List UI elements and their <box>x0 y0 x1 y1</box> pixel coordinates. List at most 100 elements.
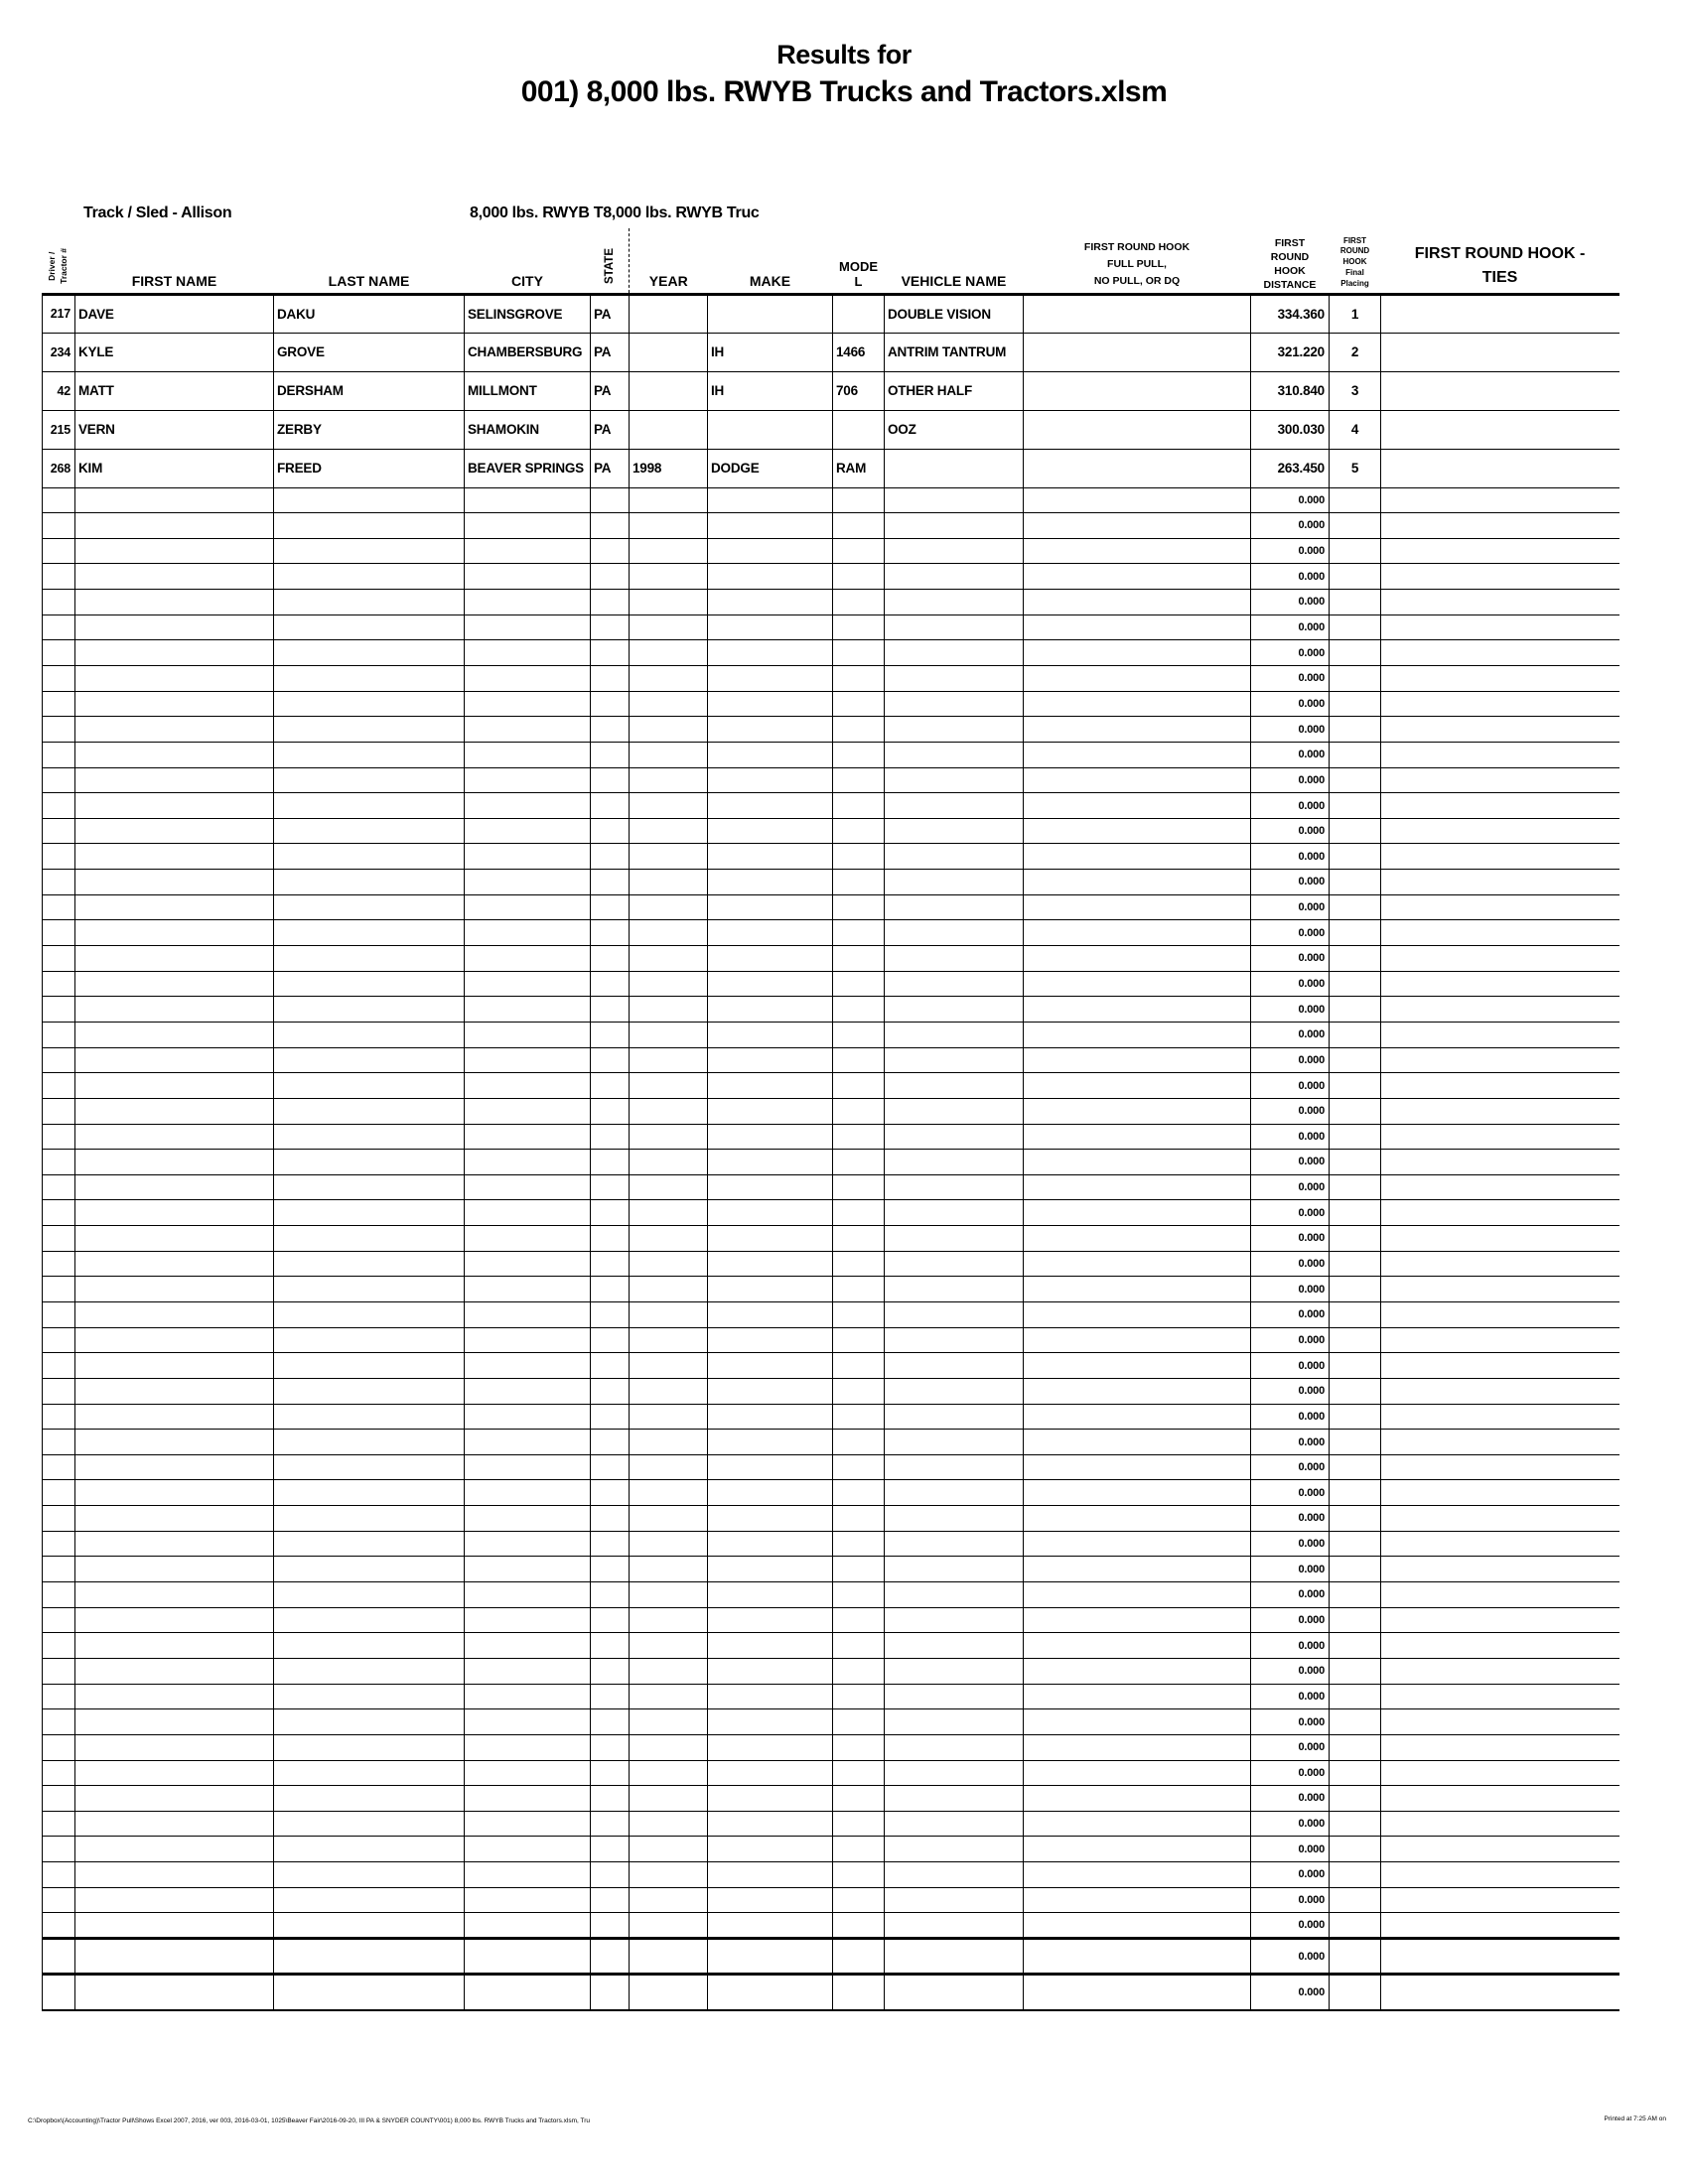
cell-first <box>74 1149 274 1175</box>
cell-vehicle <box>884 1403 1024 1431</box>
column-header-model: MODEL <box>832 228 885 296</box>
cell-make: IH <box>707 370 833 411</box>
cell-fullpull <box>1023 1759 1251 1787</box>
cell-ties <box>1380 1377 1619 1405</box>
cell-vehicle: DOUBLE VISION <box>884 293 1024 334</box>
cell-distance: 0.000 <box>1250 1886 1330 1914</box>
cell-fullpull <box>1023 1810 1251 1838</box>
cell-placing: 5 <box>1329 448 1381 488</box>
cell-first <box>74 589 274 615</box>
cell-fullpull <box>1023 893 1251 921</box>
cell-placing <box>1329 893 1381 921</box>
cell-year <box>629 1276 708 1302</box>
column-header-first-name: FIRST NAME <box>74 228 274 296</box>
cell-driver <box>42 766 75 794</box>
cell-distance: 0.000 <box>1250 664 1330 692</box>
cell-first <box>74 1708 274 1735</box>
column-header-make: MAKE <box>707 228 833 296</box>
column-header-city: CITY <box>464 228 591 296</box>
cell-make <box>707 1352 833 1379</box>
cell-placing <box>1329 1276 1381 1302</box>
cell-state <box>590 1886 630 1914</box>
cell-driver <box>42 1097 75 1125</box>
cell-ties <box>1380 1759 1619 1787</box>
cell-ties <box>1380 664 1619 692</box>
cell-distance: 0.000 <box>1250 843 1330 871</box>
empty-result-row: 0.000 <box>42 1912 1619 1940</box>
cell-driver <box>42 1708 75 1735</box>
cell-vehicle: OOZ <box>884 409 1024 450</box>
cell-model <box>832 1657 885 1685</box>
column-header-driver-number: Driver / Tractor # <box>42 228 75 296</box>
empty-result-row: 0.000 <box>42 996 1619 1023</box>
weight-class-label: 8,000 lbs. RWYB T8,000 lbs. RWYB Truc <box>470 205 760 221</box>
cell-state <box>590 1225 630 1252</box>
cell-vehicle <box>884 1149 1024 1175</box>
cell-make <box>707 1225 833 1252</box>
cell-last <box>273 893 465 921</box>
cell-make: DODGE <box>707 448 833 488</box>
cell-model <box>832 945 885 972</box>
cell-placing <box>1329 614 1381 641</box>
cell-ties <box>1380 1021 1619 1048</box>
empty-result-row: 0.000 <box>42 1173 1619 1201</box>
cell-fullpull <box>1023 970 1251 998</box>
cell-first: KYLE <box>74 332 274 372</box>
empty-result-row: 0.000 <box>42 945 1619 972</box>
cell-fullpull <box>1023 1683 1251 1710</box>
cell-ties <box>1380 919 1619 947</box>
cell-driver <box>42 1276 75 1302</box>
cell-year <box>629 766 708 794</box>
cell-last <box>273 1199 465 1227</box>
cell-model <box>832 1912 885 1940</box>
cell-ties <box>1380 1479 1619 1507</box>
cell-model <box>832 1861 885 1888</box>
cell-year <box>629 716 708 743</box>
cell-city <box>464 537 591 565</box>
cell-state <box>590 486 630 514</box>
cell-vehicle <box>884 766 1024 794</box>
cell-year <box>629 293 708 334</box>
cell-distance: 0.000 <box>1250 1581 1330 1608</box>
cell-driver <box>42 537 75 565</box>
result-row: 217 DAVE DAKU SELINSGROVE PA DOUBLE VISION 334… <box>42 293 1619 334</box>
cell-make <box>707 869 833 895</box>
cell-make <box>707 1733 833 1761</box>
cell-make <box>707 1708 833 1735</box>
cell-city <box>464 1453 591 1481</box>
cell-fullpull <box>1023 1733 1251 1761</box>
cell-year <box>629 741 708 768</box>
cell-distance: 0.000 <box>1250 1072 1330 1099</box>
cell-last: FREED <box>273 448 465 488</box>
cell-vehicle <box>884 537 1024 565</box>
cell-first <box>74 1429 274 1455</box>
cell-city <box>464 1046 591 1074</box>
cell-first <box>74 1581 274 1608</box>
cell-city <box>464 1708 591 1735</box>
result-row: 268 KIM FREED BEAVER SPRINGS PA 1998 DODGE RAM 2… <box>42 448 1619 488</box>
cell-vehicle <box>884 1301 1024 1328</box>
cell-ties <box>1380 996 1619 1023</box>
cell-vehicle <box>884 1973 1024 2011</box>
cell-model <box>832 1123 885 1151</box>
cell-city: SHAMOKIN <box>464 409 591 450</box>
cell-ties <box>1380 893 1619 921</box>
cell-model <box>832 1556 885 1583</box>
empty-result-row: 0.000 <box>42 1556 1619 1583</box>
cell-fullpull <box>1023 1606 1251 1634</box>
cell-last <box>273 741 465 768</box>
cell-distance: 300.030 <box>1250 409 1330 450</box>
cell-city <box>464 996 591 1023</box>
column-header-full-pull: FIRST ROUND HOOK FULL PULL, NO PULL, OR … <box>1023 228 1251 296</box>
cell-year <box>629 996 708 1023</box>
cell-driver <box>42 716 75 743</box>
cell-ties <box>1380 1429 1619 1455</box>
cell-driver <box>42 1377 75 1405</box>
cell-placing <box>1329 1759 1381 1787</box>
cell-fullpull <box>1023 1021 1251 1048</box>
cell-state <box>590 869 630 895</box>
cell-first <box>74 563 274 591</box>
cell-model <box>832 1072 885 1099</box>
cell-placing <box>1329 1606 1381 1634</box>
empty-result-row: 0.000 <box>42 919 1619 947</box>
